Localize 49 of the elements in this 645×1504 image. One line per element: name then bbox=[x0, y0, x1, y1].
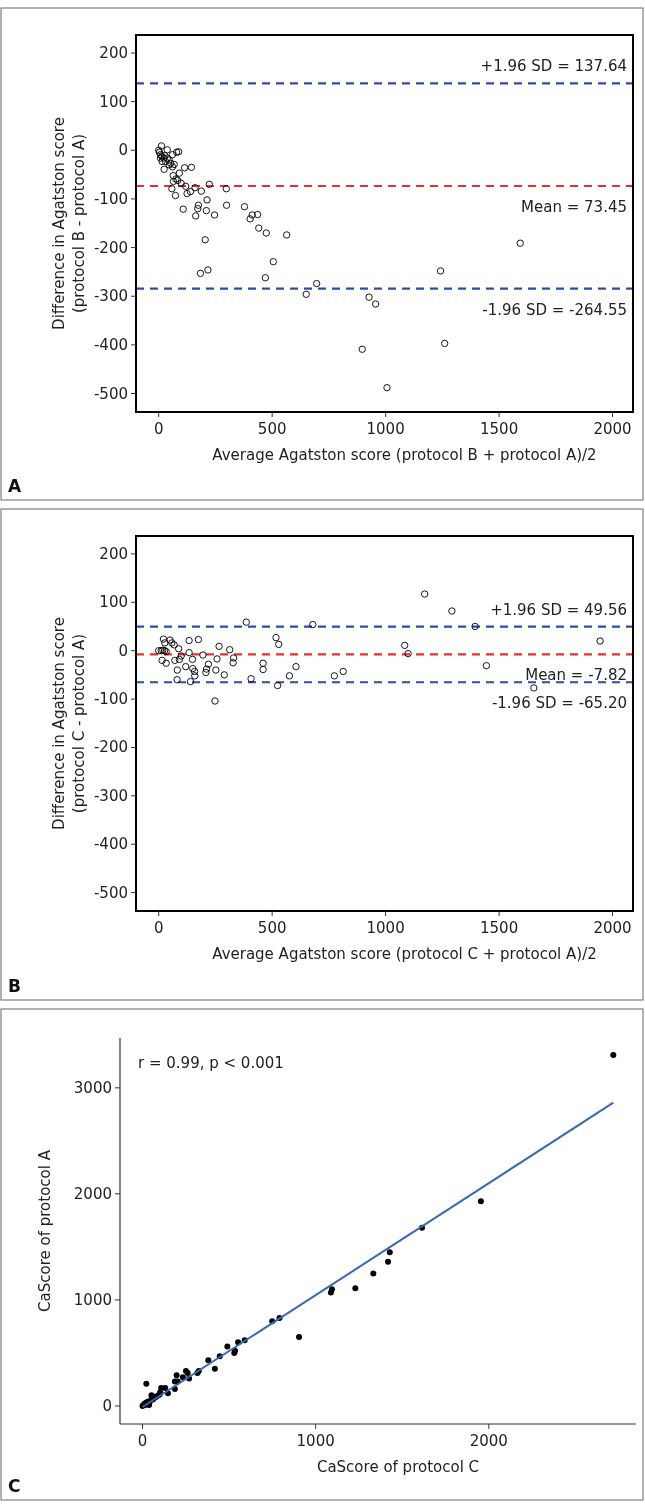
x-tick-label: 0 bbox=[153, 919, 164, 937]
text: A bbox=[8, 476, 22, 496]
x-tick-label: 1000 bbox=[296, 1432, 335, 1450]
y-tick-label: 200 bbox=[99, 544, 128, 563]
y-tick-label: 100 bbox=[99, 593, 128, 612]
y-tick-label: -200 bbox=[93, 238, 128, 257]
y-tick-label: -100 bbox=[93, 189, 128, 208]
x-tick-label: 1000 bbox=[366, 420, 405, 438]
y-axis-title: CaScore of protocol A bbox=[36, 1149, 54, 1312]
text: C bbox=[8, 1476, 21, 1496]
y-tick-label: 0 bbox=[118, 141, 128, 160]
y-axis-title: Difference in Agatston score (protocol B - protocol A) bbox=[50, 117, 88, 330]
y-tick-label: -400 bbox=[93, 835, 128, 854]
y-tick-label: 1000 bbox=[73, 1290, 112, 1309]
annotation: -1.96 SD = -264.55 bbox=[482, 300, 627, 319]
annotation: Mean = 73.45 bbox=[521, 198, 627, 217]
x-tick-label: 0 bbox=[137, 1432, 148, 1450]
ref-line-label: +1.96 SD = 137.64 bbox=[480, 57, 627, 76]
x-axis-title: Average Agatston score (protocol B + protocol A)/2 bbox=[212, 446, 597, 464]
x-tick-label: 1500 bbox=[480, 420, 519, 438]
x-tick-label: 500 bbox=[257, 919, 287, 937]
y-tick-label: 200 bbox=[99, 44, 128, 62]
annotation: r = 0.99, p < 0.001 bbox=[138, 1054, 284, 1072]
y-tick-label: -200 bbox=[93, 738, 128, 757]
x-axis-title: Average Agatston score (protocol C + protocol A)/2 bbox=[212, 945, 597, 963]
x-tick-label: 2000 bbox=[593, 919, 632, 937]
text: B bbox=[8, 976, 21, 996]
y-axis-title: Difference in Agatston score (protocol C - protocol A) bbox=[50, 617, 88, 830]
y-tick-label: -500 bbox=[93, 883, 128, 902]
y-tick-label: -500 bbox=[93, 384, 128, 403]
y-tick-label: 0 bbox=[118, 641, 128, 660]
x-tick-label: 500 bbox=[257, 420, 287, 438]
x-tick-label: 1500 bbox=[480, 919, 519, 937]
y-tick-label: -100 bbox=[93, 690, 128, 709]
ref-line-label: Mean = -7.82 bbox=[525, 666, 627, 685]
ref-line-label: +1.96 SD = 49.56 bbox=[490, 600, 627, 619]
y-tick-label: 2000 bbox=[73, 1184, 112, 1203]
y-tick-label: -300 bbox=[93, 786, 128, 805]
ref-line-label: -1.96 SD = -65.20 bbox=[491, 694, 627, 713]
y-tick-label: 0 bbox=[102, 1396, 112, 1415]
y-tick-label: -300 bbox=[93, 287, 128, 306]
y-tick-label: 100 bbox=[99, 92, 128, 111]
y-tick-label: 3000 bbox=[73, 1078, 112, 1097]
x-tick-label: 2000 bbox=[469, 1432, 508, 1450]
x-tick-label: 0 bbox=[153, 420, 164, 438]
x-axis-title: CaScore of protocol C bbox=[316, 1458, 480, 1476]
x-tick-label: 1000 bbox=[366, 919, 405, 937]
y-tick-label: -400 bbox=[93, 335, 128, 354]
x-tick-label: 2000 bbox=[593, 420, 632, 438]
